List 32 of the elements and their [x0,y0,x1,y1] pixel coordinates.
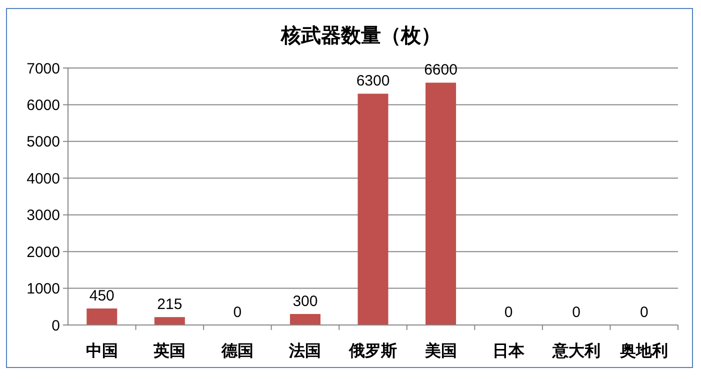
bar [426,82,456,325]
data-label: 0 [504,304,513,321]
y-tick-label: 1000 [26,280,60,298]
x-tick-label: 德国 [220,342,254,360]
x-tick-label: 俄罗斯 [348,342,397,360]
y-tick-label: 0 [52,317,60,334]
x-tick-label: 英国 [152,342,186,360]
y-tick-label: 3000 [26,207,60,224]
y-tick-label: 4000 [26,170,60,188]
data-label: 0 [572,304,581,321]
x-tick-label: 日本 [492,342,526,360]
y-tick-label: 6000 [26,96,60,114]
data-label: 215 [157,296,182,314]
bar [154,317,185,325]
chart-title: 核武器数量（枚） [280,25,441,47]
data-label: 450 [89,287,114,304]
y-tick-label: 5000 [26,134,60,151]
y-tick-label: 7000 [26,60,60,78]
data-label: 300 [292,292,318,310]
bar [358,94,388,325]
y-tick-label: 2000 [26,244,60,261]
x-tick-label: 中国 [86,342,118,360]
data-label: 6300 [356,72,390,90]
bar [86,308,118,325]
data-label: 6600 [424,62,458,79]
data-label: 0 [640,304,648,321]
bar [290,314,320,325]
x-tick-label: 法国 [288,342,322,360]
x-tick-label: 意大利 [551,342,600,360]
data-label: 0 [233,304,242,321]
x-tick-label: 奥地利 [619,342,668,360]
x-tick-label: 美国 [424,341,457,360]
